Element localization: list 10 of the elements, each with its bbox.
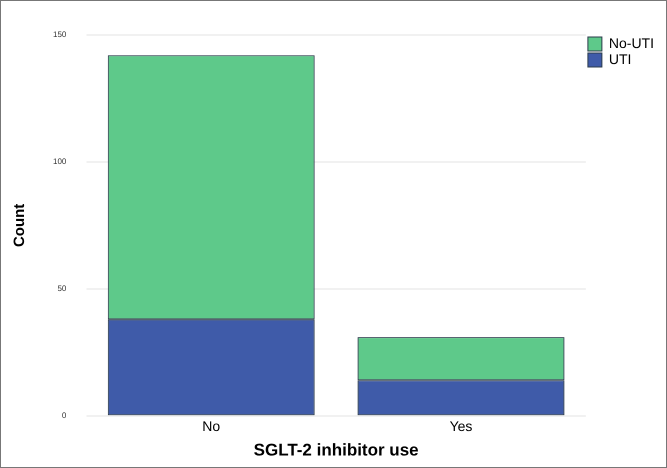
y-axis-title: Count: [11, 204, 28, 248]
x-axis-title: SGLT-2 inhibitor use: [254, 440, 419, 460]
y-tick-label: 50: [57, 284, 67, 294]
x-tick-label: Yes: [450, 418, 472, 434]
y-tick-label: 150: [52, 30, 67, 40]
x-tick-label: No: [202, 418, 220, 434]
legend-label: No-UTI: [608, 34, 654, 51]
y-tick-label: 0: [62, 411, 67, 420]
y-tick-label: 100: [52, 157, 67, 166]
legend-label: UTI: [608, 50, 632, 67]
